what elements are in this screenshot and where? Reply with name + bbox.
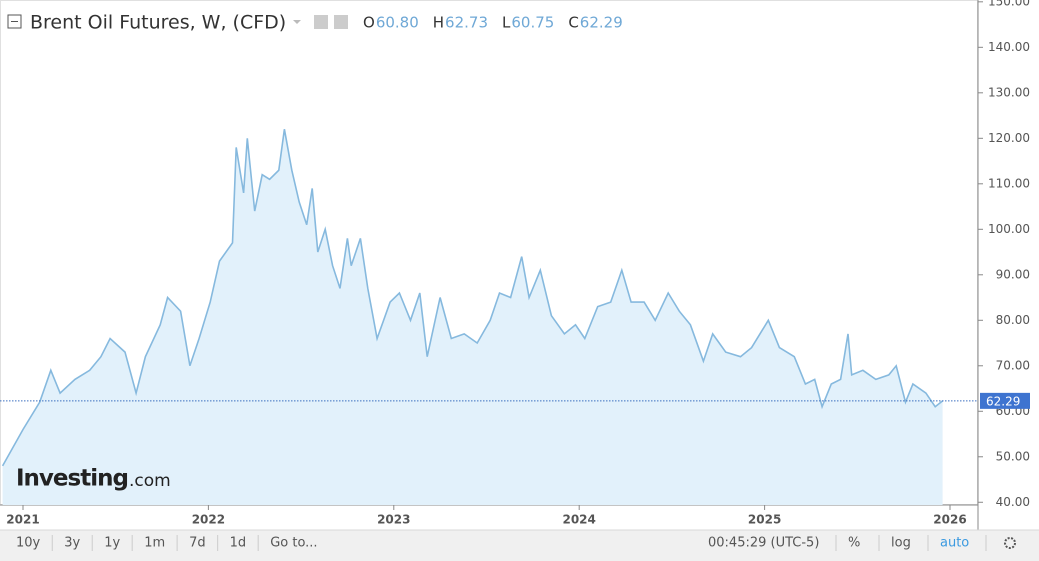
settings-icon[interactable] [334,15,348,29]
chart-title: Brent Oil Futures, W, (CFD) [30,12,286,34]
y-tick-label: 90.00 [996,267,1030,281]
y-tick-label: 80.00 [996,313,1030,327]
ohlc-value: 62.29 [580,14,623,32]
eye-icon[interactable] [314,15,328,29]
y-tick-label: 50.00 [996,449,1030,463]
toolbar-items: 10y 3y 1y 1m 7d 1d Go to... 00:45:29 (UTC-5)% lo… [16,535,1016,551]
ohlc-key: H [433,14,444,32]
plot [1,129,944,505]
y-tick-label: 120.00 [988,131,1030,145]
option-button[interactable]: log [891,536,911,551]
x-tick-label: 2026 [933,513,966,527]
ohlc: O 60.80 H 62.73 L 60.75 C 62.29 [363,14,623,32]
ohlc-value: 60.80 [376,14,419,32]
y-tick-label: 110.00 [988,176,1030,190]
y-tick-label: 100.00 [988,222,1030,236]
x-tick-label: 2025 [748,513,781,527]
area-fill [2,129,943,505]
x-tick-label: 2024 [562,513,595,527]
range-button[interactable]: 7d [189,536,206,551]
range-button[interactable]: 1m [144,536,165,551]
y-tick-label: 70.00 [996,358,1030,372]
ohlc-value: 60.75 [511,14,554,32]
y-tick-label: 130.00 [988,85,1030,99]
range-button[interactable]: 10y [16,536,41,551]
x-tick-label: 2023 [377,513,410,527]
ohlc-key: C [568,14,578,32]
last-price-box [980,392,1030,409]
last-price-label: 62.29 [986,394,1020,408]
range-button[interactable]: 1d [230,536,247,551]
settings-gear[interactable] [1004,537,1016,549]
x-tick-label: 2021 [6,513,39,527]
ohlc-key: L [502,14,511,32]
logo-brand: Investing [16,466,128,492]
y-tick-label: 150.00 [988,0,1030,8]
logo-suffix: .com [129,471,171,491]
y-tick-label: 140.00 [988,40,1030,54]
toolbar [0,530,1039,561]
range-button[interactable]: Go to... [270,536,317,551]
y-tick-label: 40.00 [996,495,1030,509]
range-button[interactable]: 3y [64,536,80,551]
ohlc-key: O [363,14,375,32]
ohlc-value: 62.73 [445,14,488,32]
price-line [1,129,944,467]
option-button[interactable]: % [848,536,860,551]
dropdown-icon[interactable] [293,20,301,24]
x-tick-label: 2022 [192,513,225,527]
range-button[interactable]: 1y [104,536,120,551]
time-label: 00:45:29 (UTC-5) [708,536,819,551]
option-button[interactable]: auto [940,536,969,551]
